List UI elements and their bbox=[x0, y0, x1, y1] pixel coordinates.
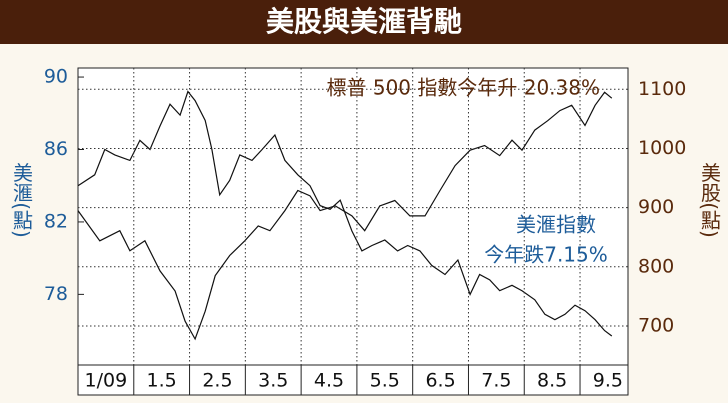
y-tick-label: 90 bbox=[44, 66, 68, 88]
series-line bbox=[77, 90, 613, 337]
x-tick-label: 7.5 bbox=[481, 370, 511, 392]
x-tick-label: 6.5 bbox=[425, 370, 455, 392]
x-tick-label: 1.5 bbox=[147, 370, 177, 392]
y2-tick-label: 900 bbox=[638, 196, 674, 218]
y-tick-label: 82 bbox=[44, 210, 68, 232]
y2-tick-label: 1000 bbox=[638, 137, 686, 159]
y-tick-label: 78 bbox=[44, 283, 68, 305]
x-tick-label: 3.5 bbox=[258, 370, 288, 392]
y-axis-label: 美滙(點) bbox=[10, 162, 34, 238]
stock-annotation: 標普 500 指數今年升 20.38% bbox=[326, 76, 600, 100]
chart-title: 美股與美滙背馳 bbox=[266, 5, 462, 38]
y2-tick-label: 700 bbox=[638, 314, 674, 336]
y2-tick-label: 800 bbox=[638, 255, 674, 277]
x-tick-label: 5.5 bbox=[370, 370, 400, 392]
x-tick-label: 8.5 bbox=[537, 370, 567, 392]
x-tick-label: 1/09 bbox=[85, 370, 128, 392]
y2-axis-label: 美股(點) bbox=[698, 162, 722, 238]
x-tick-label: 9.5 bbox=[593, 370, 623, 392]
dollar-annotation: 今年跌7.15% bbox=[484, 243, 608, 267]
title-bar bbox=[0, 0, 728, 44]
dollar-annotation: 美滙指數 bbox=[516, 213, 596, 237]
series-line bbox=[77, 91, 613, 341]
y2-tick-label: 1100 bbox=[638, 78, 686, 100]
x-tick-label: 4.5 bbox=[314, 370, 344, 392]
y-tick-label: 86 bbox=[44, 138, 68, 160]
x-axis-band bbox=[77, 364, 629, 396]
x-tick-label: 2.5 bbox=[202, 370, 232, 392]
